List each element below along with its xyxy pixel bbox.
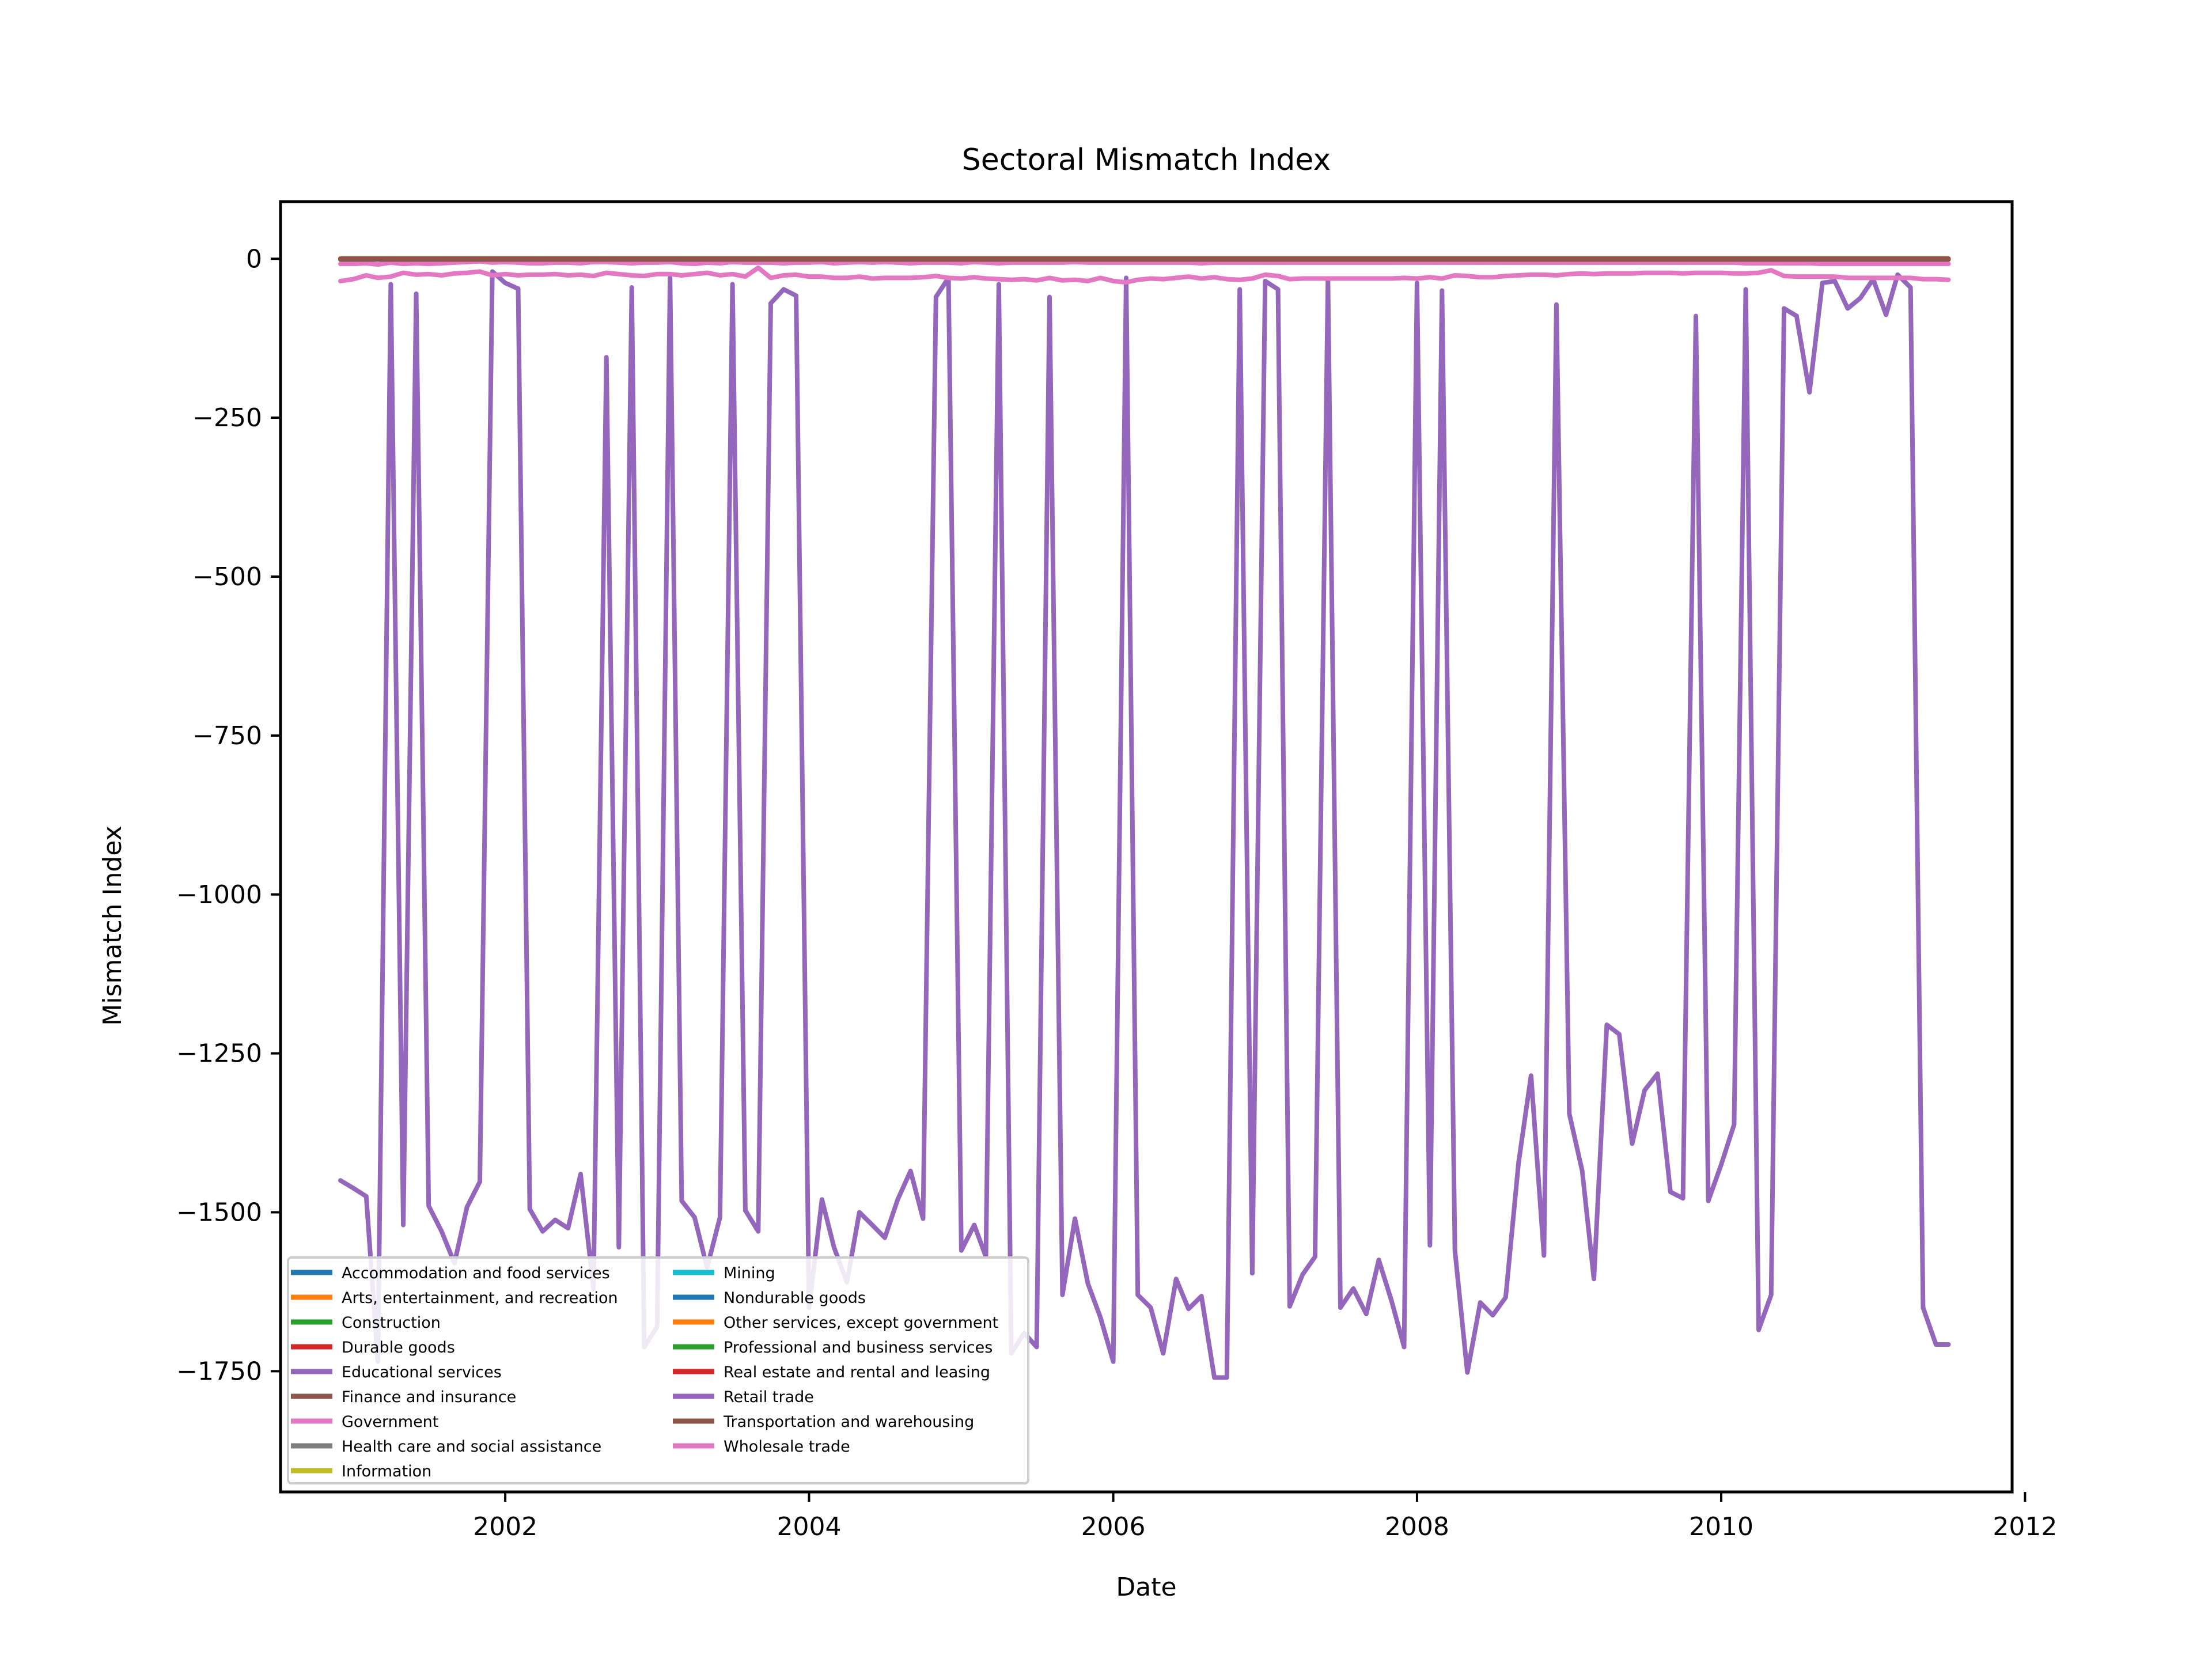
y-tick-label: −750 xyxy=(192,721,262,751)
legend-label-transportation-and-warehousing: Transportation and warehousing xyxy=(723,1413,974,1431)
series-line-wholesale-trade xyxy=(338,265,1951,285)
legend-label-accommodation-and-food-services: Accommodation and food services xyxy=(342,1264,610,1282)
y-tick-label: −500 xyxy=(192,562,262,592)
x-axis-ticks: 2002 2004 2006 2008 2010 2012 xyxy=(473,1492,2057,1541)
legend-label-professional-and-business-services: Professional and business services xyxy=(724,1339,993,1357)
legend-label-information: Information xyxy=(342,1463,431,1480)
y-tick-label: −250 xyxy=(192,403,262,433)
legend-label-real-estate-and-rental-and-leasing: Real estate and rental and leasing xyxy=(724,1363,990,1381)
y-tick-label: −1000 xyxy=(176,880,262,910)
y-axis-ticks: 0 −250 −500 −750 −1000 −1250 −1500 −1750 xyxy=(176,244,281,1386)
legend-label-nondurable-goods: Nondurable goods xyxy=(724,1289,866,1307)
legend-label-other-services-except-government: Other services, except government xyxy=(724,1314,998,1332)
x-tick-label: 2010 xyxy=(1689,1512,1753,1541)
y-tick-label: −1750 xyxy=(176,1357,262,1386)
series-line-government xyxy=(338,259,1951,267)
legend-label-retail-trade: Retail trade xyxy=(724,1388,814,1406)
legend: Accommodation and food services Arts, ent… xyxy=(287,1256,1029,1484)
y-tick-label: −1250 xyxy=(176,1039,262,1069)
y-axis-label: Mismatch Index xyxy=(98,825,127,1025)
chart-title: Sectoral Mismatch Index xyxy=(962,143,1331,177)
legend-label-construction: Construction xyxy=(342,1314,441,1332)
series-layer xyxy=(338,256,1951,1380)
legend-label-mining: Mining xyxy=(724,1264,775,1282)
y-tick-label: 0 xyxy=(246,244,262,274)
x-axis-label: Date xyxy=(1116,1573,1176,1602)
legend-label-durable-goods: Durable goods xyxy=(342,1339,455,1357)
legend-frame xyxy=(287,1256,1029,1484)
x-tick-label: 2012 xyxy=(1993,1512,2057,1541)
legend-label-government: Government xyxy=(342,1413,438,1431)
legend-label-educational-services: Educational services xyxy=(342,1363,502,1381)
y-tick-label: −1500 xyxy=(176,1198,262,1227)
legend-label-arts-entertainment-and-recreation: Arts, entertainment, and recreation xyxy=(342,1289,618,1307)
x-tick-label: 2006 xyxy=(1081,1512,1146,1541)
legend-label-wholesale-trade: Wholesale trade xyxy=(724,1438,850,1456)
plot-frame xyxy=(279,200,2014,1494)
series-line-retail-trade xyxy=(338,269,1951,1380)
legend-label-health-care-and-social-assistance: Health care and social assistance xyxy=(342,1438,601,1456)
x-tick-label: 2002 xyxy=(473,1512,537,1541)
x-tick-label: 2004 xyxy=(777,1512,841,1541)
legend-label-finance-and-insurance: Finance and insurance xyxy=(342,1388,516,1406)
x-tick-label: 2008 xyxy=(1385,1512,1449,1541)
